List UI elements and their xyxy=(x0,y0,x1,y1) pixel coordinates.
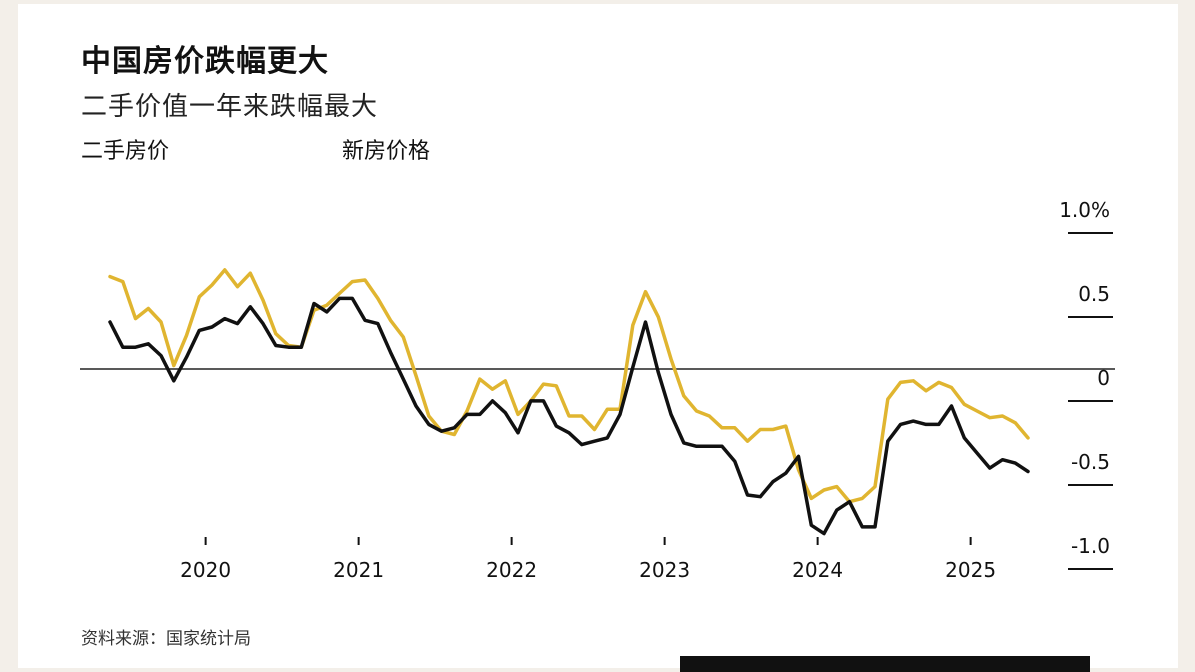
x-tick-label: 2024 xyxy=(792,558,843,582)
x-tick-label: 2025 xyxy=(945,558,996,582)
legend-newhome-label: 新房价格 xyxy=(342,139,431,164)
chart-title: 中国房价跌幅更大 xyxy=(81,44,329,79)
y-tick-label: -0.5 xyxy=(1071,450,1110,474)
video-caption-strip xyxy=(680,656,1090,672)
y-tick-label: -1.0 xyxy=(1071,534,1110,558)
y-tick-label: 0.5 xyxy=(1078,282,1110,306)
x-axis: 2020 2021 2022 2023 2024 2025 xyxy=(180,537,996,582)
legend-secondhand-label: 二手房价 xyxy=(81,139,170,164)
x-tick-label: 2022 xyxy=(486,558,537,582)
x-tick-label: 2021 xyxy=(333,558,384,582)
x-tick-label: 2023 xyxy=(639,558,690,582)
series-layer xyxy=(108,268,1030,536)
chart-card xyxy=(18,4,1178,668)
y-tick-label: 1.0% xyxy=(1059,198,1110,222)
source-note: 资料来源：国家统计局 xyxy=(81,629,251,649)
x-tick-label: 2020 xyxy=(180,558,231,582)
series-line-secondhand xyxy=(108,296,1030,536)
chart-subtitle: 二手价值一年来跌幅最大 xyxy=(81,92,379,122)
y-axis: 1.0% 0.5 0 -0.5 -1.0 xyxy=(1059,198,1113,570)
y-tick-label: 0 xyxy=(1097,366,1110,390)
series-line-newhome xyxy=(108,268,1030,504)
